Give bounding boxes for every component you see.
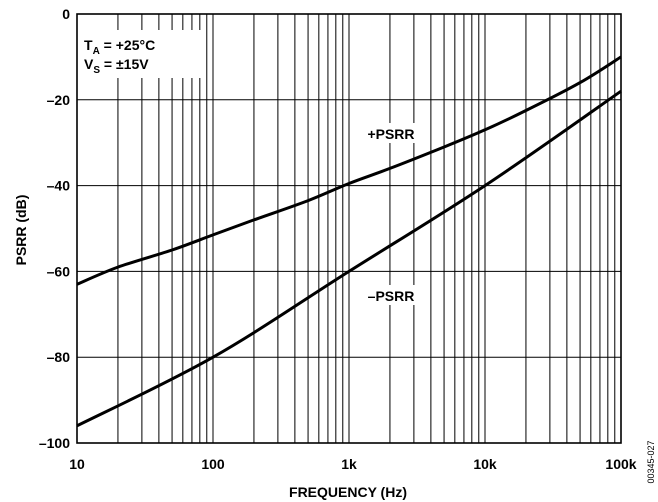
condition-supply: VS = ±15V: [84, 56, 149, 76]
series-line-positive-psrr: [76, 55, 622, 286]
svg-text:–PSRR: –PSRR: [368, 288, 415, 304]
y-tick-label: –20: [47, 92, 71, 108]
x-tick-label: 100k: [605, 456, 636, 472]
series-label-positive: +PSRR: [360, 123, 422, 143]
series-line-negative-psrr: [76, 89, 622, 428]
figure-id: 00345-027: [646, 440, 656, 483]
x-tick-label: 1k: [341, 456, 357, 472]
y-tick-label: –60: [47, 263, 71, 279]
x-tick-label: 100: [201, 456, 225, 472]
x-tick-label: 10k: [473, 456, 497, 472]
svg-text:+PSRR: +PSRR: [367, 126, 414, 142]
y-tick-label: –80: [47, 349, 71, 365]
y-tick-label: 0: [62, 6, 70, 22]
y-axis-title: PSRR (dB): [13, 195, 29, 266]
x-tick-labels: 10 100 1k 10k 100k: [69, 456, 637, 472]
plot-frame: [76, 13, 622, 444]
x-tick-label: 10: [69, 456, 85, 472]
x-axis-title: FREQUENCY (Hz): [289, 484, 407, 500]
y-tick-labels: 0 –20 –40 –60 –80 –100: [39, 6, 70, 451]
series-label-negative: –PSRR: [361, 285, 421, 305]
grid-lines: [77, 14, 621, 443]
series-layer: [76, 55, 622, 428]
y-tick-label: –100: [39, 435, 70, 451]
condition-temperature: TA = +25°C: [84, 37, 155, 57]
y-tick-label: –40: [47, 178, 71, 194]
conditions-box: TA = +25°C VS = ±15V: [79, 30, 201, 78]
